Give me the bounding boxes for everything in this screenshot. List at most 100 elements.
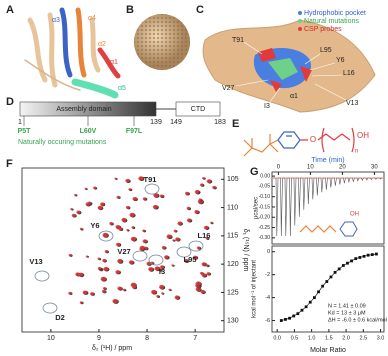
peak bbox=[164, 255, 169, 259]
y-tick-label: -0.10 bbox=[259, 194, 271, 200]
legend-label: Natural mutations bbox=[304, 18, 359, 25]
atom-label: O bbox=[310, 135, 316, 144]
ligand-ring bbox=[339, 221, 358, 237]
peak bbox=[76, 210, 81, 214]
peak bbox=[168, 288, 171, 291]
peak-highlight bbox=[132, 250, 148, 262]
peak bbox=[203, 225, 209, 230]
peak bbox=[131, 226, 135, 229]
y-axis-label: kcal mol⁻¹ of injectant bbox=[252, 260, 258, 318]
peak bbox=[153, 193, 159, 198]
y-tick-label: 130 bbox=[227, 318, 239, 325]
data-point bbox=[354, 257, 358, 261]
y-tick-label: 105 bbox=[227, 176, 239, 183]
legend-swatch bbox=[298, 27, 302, 31]
peak bbox=[121, 217, 127, 222]
data-point bbox=[337, 267, 341, 271]
peak bbox=[114, 177, 117, 180]
peak bbox=[198, 198, 202, 201]
peak-label: Y6 bbox=[90, 221, 99, 230]
x-tick-label: 1.5 bbox=[325, 335, 333, 341]
x-tick-label: 9 bbox=[97, 335, 101, 342]
peak bbox=[206, 179, 212, 184]
data-point bbox=[370, 253, 374, 256]
data-point bbox=[341, 264, 345, 267]
residue-label: T91 bbox=[232, 37, 244, 44]
peak bbox=[79, 227, 83, 231]
peak bbox=[151, 289, 157, 295]
data-point bbox=[296, 312, 300, 316]
peak-highlight bbox=[148, 254, 164, 266]
peak bbox=[138, 176, 144, 181]
peak bbox=[128, 188, 132, 191]
data-point bbox=[366, 253, 370, 257]
peak bbox=[195, 191, 199, 194]
mutation-label: F97L bbox=[126, 128, 143, 135]
peak bbox=[85, 255, 89, 258]
y-tick-label: 0 bbox=[267, 249, 270, 255]
helix-label: α2 bbox=[98, 41, 106, 48]
x-tick-label: 1.0 bbox=[308, 335, 316, 341]
peak bbox=[130, 236, 137, 242]
x-tick-label: 0 bbox=[277, 165, 281, 171]
residue-number: 149 bbox=[170, 119, 182, 126]
peak bbox=[102, 232, 109, 238]
y-tick-label: -0.15 bbox=[259, 204, 271, 210]
x-tick-label: 30 bbox=[371, 165, 378, 171]
peak bbox=[161, 245, 166, 250]
y-axis-label: μcal/sec bbox=[254, 197, 260, 219]
plot-frame bbox=[21, 167, 225, 333]
peak bbox=[152, 204, 159, 210]
peak-highlight bbox=[188, 240, 204, 252]
peak-label: L16 bbox=[198, 231, 211, 240]
panel-label: A bbox=[6, 4, 14, 16]
peak bbox=[159, 284, 165, 290]
peak bbox=[100, 276, 107, 282]
peak bbox=[68, 253, 72, 257]
spectrum-peaks bbox=[34, 176, 217, 314]
residue-label: V13 bbox=[346, 100, 359, 107]
data-point bbox=[329, 275, 333, 279]
peak bbox=[104, 249, 109, 253]
data-point bbox=[300, 308, 304, 312]
residue-number: 183 bbox=[214, 119, 226, 126]
ctd-domain bbox=[175, 101, 221, 117]
peak-label: I3 bbox=[159, 267, 165, 276]
residue-number: 139 bbox=[150, 119, 162, 126]
peak bbox=[84, 187, 87, 190]
residue-label: Y6 bbox=[336, 57, 345, 64]
peak bbox=[161, 292, 164, 295]
chemical-structure bbox=[243, 127, 355, 157]
peak bbox=[129, 212, 135, 218]
panel-label: D bbox=[6, 96, 14, 108]
capsid-texture bbox=[134, 14, 190, 70]
peak bbox=[115, 270, 121, 274]
peak bbox=[173, 229, 177, 233]
peak bbox=[174, 295, 180, 300]
peak-label: L95 bbox=[184, 255, 197, 264]
peak bbox=[125, 205, 130, 209]
peak bbox=[132, 285, 137, 289]
peak bbox=[85, 202, 90, 206]
mutation-caption: Naturally occuring mutations bbox=[18, 139, 107, 146]
peak bbox=[103, 266, 109, 272]
peak bbox=[101, 289, 106, 293]
peak-highlight bbox=[144, 183, 160, 195]
mutation-label: P5T bbox=[18, 128, 32, 135]
fit-parameter: ΔH = -6.0 ± 0.6 kcal/mol bbox=[328, 317, 387, 323]
x-tick-label: 3.0 bbox=[377, 335, 385, 341]
peak bbox=[71, 213, 76, 218]
data-point bbox=[284, 317, 287, 321]
peak bbox=[200, 183, 204, 187]
panel-label: B bbox=[126, 4, 134, 16]
atom-label: OH bbox=[357, 131, 369, 140]
peak bbox=[102, 286, 107, 290]
x-axis-label: δ₂ (¹H) / ppm bbox=[92, 345, 132, 352]
csp-surface bbox=[258, 48, 312, 92]
peak-highlight bbox=[42, 302, 58, 314]
peak bbox=[212, 185, 216, 189]
peak bbox=[177, 221, 183, 226]
peak bbox=[159, 194, 164, 198]
peak bbox=[195, 281, 202, 286]
